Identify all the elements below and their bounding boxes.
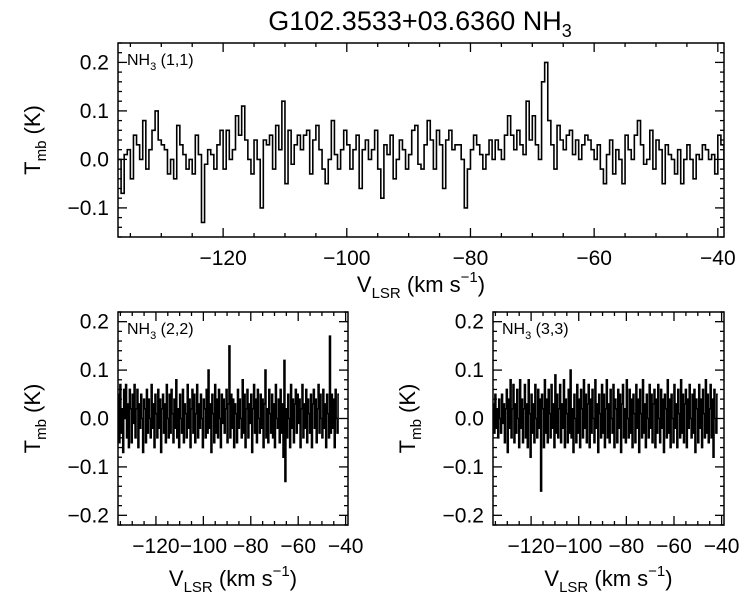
y-tick-label: 0.0 [80, 408, 109, 431]
spectrum-line-nh3-22 [118, 335, 339, 483]
x-tick-label: −100 [555, 535, 602, 558]
x-tick-label: −80 [609, 535, 645, 558]
y-tick-label: 0.0 [80, 148, 109, 171]
plot-frame-nh3-11 [117, 42, 725, 238]
spectrum-line-nh3-11 [118, 61, 724, 224]
y-tick-label: 0.2 [455, 311, 484, 334]
y-tick-label: −0.1 [443, 456, 484, 479]
y-tick-label: −0.1 [68, 456, 109, 479]
panel-label-nh3-33: NH3 (3,3) [502, 321, 569, 342]
x-tick-label: −60 [576, 247, 612, 270]
y-tick-label: 0.2 [80, 311, 109, 334]
y-tick-label: 0.1 [455, 359, 484, 382]
figure-title: G102.3533+03.6360 NH3 [268, 6, 572, 41]
x-tick-label: −60 [280, 535, 316, 558]
x-tick-label: −40 [700, 247, 736, 270]
x-tick-label: −120 [507, 535, 554, 558]
x-tick-label: −120 [132, 535, 179, 558]
x-tick-label: −40 [704, 535, 740, 558]
panel-nh3-33: −120 −100 −80 −60 −40 −0.2 −0.1 0.0 0.1 0.2 NH3 (3… [395, 311, 739, 596]
y-tick-label: −0.2 [68, 504, 109, 527]
y-tick-label: 0.1 [80, 359, 109, 382]
y-axis-label-nh3-33: Tmb (K) [395, 384, 425, 454]
x-tick-label: −120 [199, 247, 246, 270]
panel-label-nh3-22: NH3 (2,2) [127, 321, 194, 342]
spectrum-line-nh3-33 [493, 369, 718, 492]
y-tick-label: −0.1 [68, 197, 109, 220]
y-tick-label: 0.1 [80, 100, 109, 123]
x-tick-label: −100 [180, 535, 227, 558]
x-axis-label-nh3-22: VLSR (km s−1) [169, 563, 297, 596]
y-tick-label: 0.0 [455, 408, 484, 431]
y-axis-label-nh3-11: Tmb (K) [20, 105, 50, 175]
x-axis-label-nh3-33: VLSR (km s−1) [544, 563, 672, 596]
x-tick-label: −60 [656, 535, 692, 558]
panel-nh3-11: −120 −100 −80 −60 −40 −0.1 0.0 0.1 0.2 NH3 (1,1) V… [20, 42, 736, 302]
x-tick-label: −100 [323, 247, 370, 270]
y-axis-label-nh3-22: Tmb (K) [20, 384, 50, 454]
panel-nh3-22: −120 −100 −80 −60 −40 −0.2 −0.1 0.0 0.1 0.2 NH3 (2… [20, 311, 363, 596]
y-tick-label: 0.2 [80, 51, 109, 74]
x-tick-label: −80 [233, 535, 269, 558]
panel-label-nh3-11: NH3 (1,1) [127, 52, 194, 73]
x-axis-label-nh3-11: VLSR (km s−1) [357, 269, 485, 302]
x-tick-label: −80 [453, 247, 489, 270]
y-tick-label: −0.2 [443, 504, 484, 527]
x-tick-label: −40 [328, 535, 364, 558]
